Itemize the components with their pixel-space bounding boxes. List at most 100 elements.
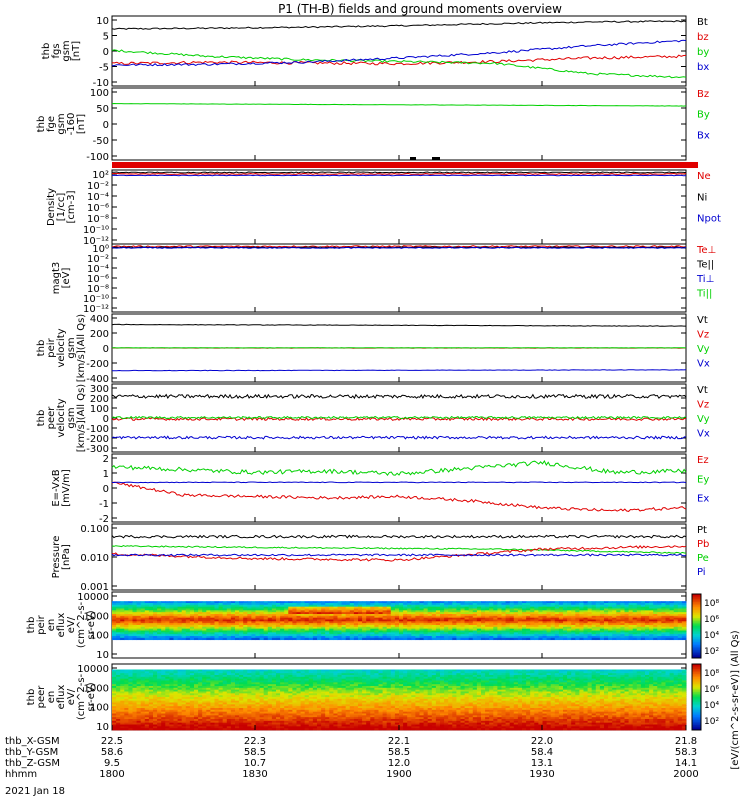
peir-spectrogram-cell: [300, 617, 306, 620]
peir-spectrogram-cell: [460, 626, 465, 630]
peir-spectrogram-cell: [374, 632, 379, 635]
peir-spectrogram-cell: [255, 603, 260, 606]
peer-spectrogram-cell: [251, 709, 256, 713]
peer-spectrogram-cell: [169, 689, 174, 692]
peer-spectrogram-cell: [292, 719, 297, 722]
peer-spectrogram-cell: [333, 671, 338, 674]
peir-spectrogram-cell: [230, 621, 236, 624]
peer-spectrogram-cell: [288, 708, 293, 711]
peir-spectrogram-cell: [661, 621, 666, 624]
peer-spectrogram-cell: [214, 695, 219, 698]
peer-spectrogram-cell: [276, 713, 281, 716]
peer-spectrogram-cell: [222, 711, 228, 714]
peir-spectrogram-cell: [300, 614, 306, 617]
peer-spectrogram-cell: [230, 722, 236, 725]
peir-spectrogram-cell: [620, 637, 625, 641]
peer-spectrogram-cell: [128, 680, 133, 683]
peer-spectrogram-cell: [116, 709, 121, 713]
peir-spectrogram-cell: [681, 636, 687, 639]
peer-spectrogram-cell: [284, 720, 289, 724]
peir-spectrogram-cell: [259, 628, 265, 631]
peer-spectrogram-cell: [157, 697, 162, 700]
peir-spectrogram-cell: [349, 615, 355, 619]
peir-spectrogram-cell: [148, 612, 154, 615]
peir-spectrogram-cell: [431, 623, 437, 626]
peer-spectrogram-cell: [312, 697, 318, 700]
ylabel-peir_en: thb: [26, 617, 37, 634]
ytick-label-fgs: -10: [93, 78, 109, 89]
peir-spectrogram-cell: [579, 636, 584, 639]
peer-spectrogram-cell: [267, 717, 273, 720]
peir-spectrogram-cell: [640, 621, 646, 624]
peer-spectrogram-cell: [267, 678, 273, 681]
peer-spectrogram-cell: [148, 702, 154, 705]
peer-spectrogram-cell: [214, 691, 219, 694]
peir-spectrogram-cell: [165, 601, 170, 604]
peir-spectrogram-cell: [464, 614, 470, 617]
peir-spectrogram-cell: [435, 612, 441, 615]
peer-spectrogram-cell: [153, 689, 158, 692]
peer-spectrogram-cell: [276, 700, 281, 703]
peer-spectrogram-cell: [140, 720, 146, 724]
peir-spectrogram-cell: [665, 623, 670, 626]
peir-spectrogram-cell: [493, 614, 498, 617]
peir-spectrogram-cell: [579, 637, 584, 641]
peir-spectrogram-cell: [677, 636, 683, 639]
peir-spectrogram-cell: [493, 603, 498, 606]
ytick-label-efield: -2: [99, 514, 109, 525]
peer-spectrogram-cell: [173, 702, 178, 705]
peer-spectrogram-cell: [325, 691, 330, 694]
peir-spectrogram-cell: [505, 630, 511, 633]
peer-spectrogram-cell: [263, 708, 269, 711]
peir-spectrogram-cell: [271, 625, 277, 628]
peir-spectrogram-cell: [144, 623, 150, 626]
peer-spectrogram-cell: [144, 709, 150, 713]
peir-spectrogram-cell: [312, 632, 318, 635]
peir-spectrogram-cell: [595, 637, 601, 641]
peir-spectrogram-cell: [579, 606, 584, 609]
peir-spectrogram-cell: [440, 619, 445, 622]
peir-spectrogram-cell: [386, 615, 392, 619]
peir-spectrogram-cell: [415, 606, 420, 609]
peir-spectrogram-cell: [255, 601, 260, 604]
peer-spectrogram-cell: [157, 724, 162, 727]
peir-spectrogram-cell: [628, 615, 634, 619]
peir-spectrogram-cell: [620, 614, 625, 617]
peir-spectrogram-cell: [255, 608, 260, 611]
peer-spectrogram-cell: [140, 695, 146, 698]
peer-spectrogram-cell: [304, 700, 310, 703]
peir-spectrogram-cell: [571, 621, 576, 624]
peir-spectrogram-cell: [464, 610, 470, 613]
peir-spectrogram-cell: [153, 621, 158, 624]
peir-spectrogram-cell: [304, 608, 310, 611]
peir-spectrogram-cell: [489, 634, 494, 637]
peir-spectrogram-cell: [653, 606, 658, 609]
peer-spectrogram-cell: [226, 676, 232, 680]
peer-spectrogram-cell: [312, 676, 318, 680]
peer-spectrogram-cell: [276, 669, 281, 672]
peir-spectrogram-cell: [284, 632, 289, 635]
peir-spectrogram-cell: [616, 636, 621, 639]
peir-spectrogram-cell: [538, 604, 543, 608]
peer-spectrogram-cell: [239, 728, 244, 731]
peir-spectrogram-cell: [390, 608, 396, 611]
peir-spectrogram-cell: [353, 636, 359, 639]
peer-spectrogram-cell: [132, 702, 137, 705]
legend-peer-Vz: Vz: [697, 400, 709, 411]
peir-spectrogram-cell: [321, 617, 326, 620]
peer-spectrogram-cell: [124, 691, 129, 694]
peer-spectrogram-cell: [120, 724, 125, 727]
peer-spectrogram-cell: [165, 708, 170, 711]
peir-spectrogram-cell: [493, 604, 498, 608]
peer-spectrogram-cell: [128, 676, 133, 680]
peer-spectrogram-cell: [153, 700, 158, 703]
peer-spectrogram-cell: [288, 698, 293, 702]
peir-spectrogram-cell: [423, 606, 429, 609]
peir-spectrogram-cell: [481, 610, 486, 613]
peir-spectrogram-cell: [169, 617, 174, 620]
peir-spectrogram-cell: [608, 615, 613, 619]
peir-spectrogram-cell: [394, 603, 400, 606]
peer-spectrogram-cell: [276, 726, 281, 729]
peer-spectrogram-cell: [177, 713, 183, 716]
peir-spectrogram-cell: [669, 612, 675, 615]
